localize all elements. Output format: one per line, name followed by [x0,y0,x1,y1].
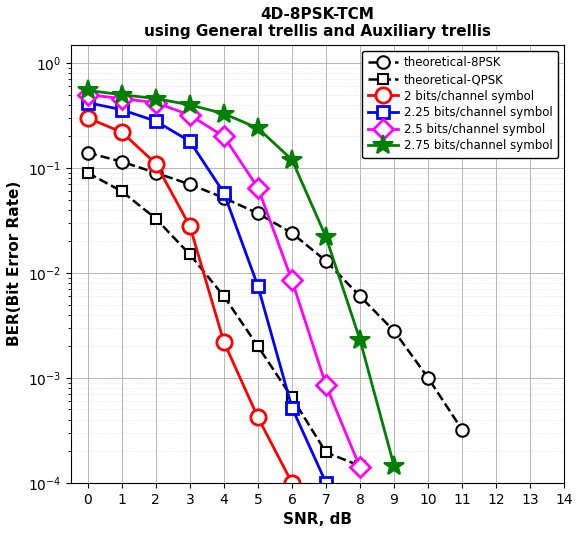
2 bits/channel symbol [186,223,193,229]
theoretical-QPSK [84,170,91,176]
2.75 bits/channel symbol [153,96,160,102]
Line: 2.75 bits/channel symbol: 2.75 bits/channel symbol [77,80,404,476]
theoretical-8PSK [220,195,227,201]
2.5 bits/channel symbol [255,184,262,191]
2.5 bits/channel symbol [322,382,329,388]
2.5 bits/channel symbol [288,277,295,284]
Line: theoretical-8PSK: theoretical-8PSK [81,146,469,436]
2.25 bits/channel symbol [186,138,193,145]
Line: theoretical-QPSK: theoretical-QPSK [83,168,365,470]
Legend: theoretical-8PSK, theoretical-QPSK, 2 bits/channel symbol, 2.25 bits/channel sym: theoretical-8PSK, theoretical-QPSK, 2 bi… [362,51,559,158]
theoretical-8PSK [459,427,466,433]
X-axis label: SNR, dB: SNR, dB [283,512,352,527]
2.25 bits/channel symbol [255,283,262,289]
2.5 bits/channel symbol [357,464,364,470]
theoretical-8PSK [288,230,295,236]
theoretical-QPSK [255,343,262,349]
2.75 bits/channel symbol [118,91,125,98]
Title: 4D-8PSK-TCM
using General trellis and Auxiliary trellis: 4D-8PSK-TCM using General trellis and Au… [144,7,491,40]
theoretical-8PSK [255,210,262,217]
theoretical-QPSK [220,293,227,300]
theoretical-8PSK [322,258,329,264]
2 bits/channel symbol [153,161,160,167]
2.75 bits/channel symbol [255,125,262,131]
theoretical-QPSK [118,188,125,194]
2.75 bits/channel symbol [357,337,364,343]
2.25 bits/channel symbol [288,404,295,411]
2.25 bits/channel symbol [322,480,329,486]
2.75 bits/channel symbol [288,156,295,163]
2 bits/channel symbol [255,414,262,421]
2.75 bits/channel symbol [220,111,227,117]
Y-axis label: BER(Bit Error Rate): BER(Bit Error Rate) [7,181,22,347]
2.75 bits/channel symbol [390,462,397,469]
2.5 bits/channel symbol [153,99,160,106]
Line: 2.5 bits/channel symbol: 2.5 bits/channel symbol [81,88,367,474]
theoretical-QPSK [288,394,295,400]
2 bits/channel symbol [84,115,91,121]
Line: 2 bits/channel symbol: 2 bits/channel symbol [80,111,300,490]
2.5 bits/channel symbol [186,112,193,118]
theoretical-QPSK [153,215,160,222]
theoretical-8PSK [153,170,160,176]
2.75 bits/channel symbol [84,87,91,93]
theoretical-8PSK [425,375,432,381]
2.25 bits/channel symbol [153,118,160,124]
2.25 bits/channel symbol [84,99,91,106]
2.5 bits/channel symbol [118,96,125,102]
theoretical-QPSK [186,252,193,258]
2.5 bits/channel symbol [220,134,227,140]
2.5 bits/channel symbol [84,91,91,98]
theoretical-8PSK [118,159,125,165]
2.75 bits/channel symbol [186,101,193,108]
theoretical-8PSK [390,328,397,334]
theoretical-8PSK [357,293,364,300]
theoretical-QPSK [357,462,364,469]
2.25 bits/channel symbol [220,190,227,196]
theoretical-8PSK [186,181,193,187]
Line: 2.25 bits/channel symbol: 2.25 bits/channel symbol [81,97,332,489]
2 bits/channel symbol [288,480,295,486]
2.75 bits/channel symbol [322,234,329,240]
theoretical-QPSK [322,449,329,456]
theoretical-8PSK [84,150,91,156]
2.25 bits/channel symbol [118,106,125,113]
2 bits/channel symbol [220,339,227,345]
2 bits/channel symbol [118,129,125,135]
